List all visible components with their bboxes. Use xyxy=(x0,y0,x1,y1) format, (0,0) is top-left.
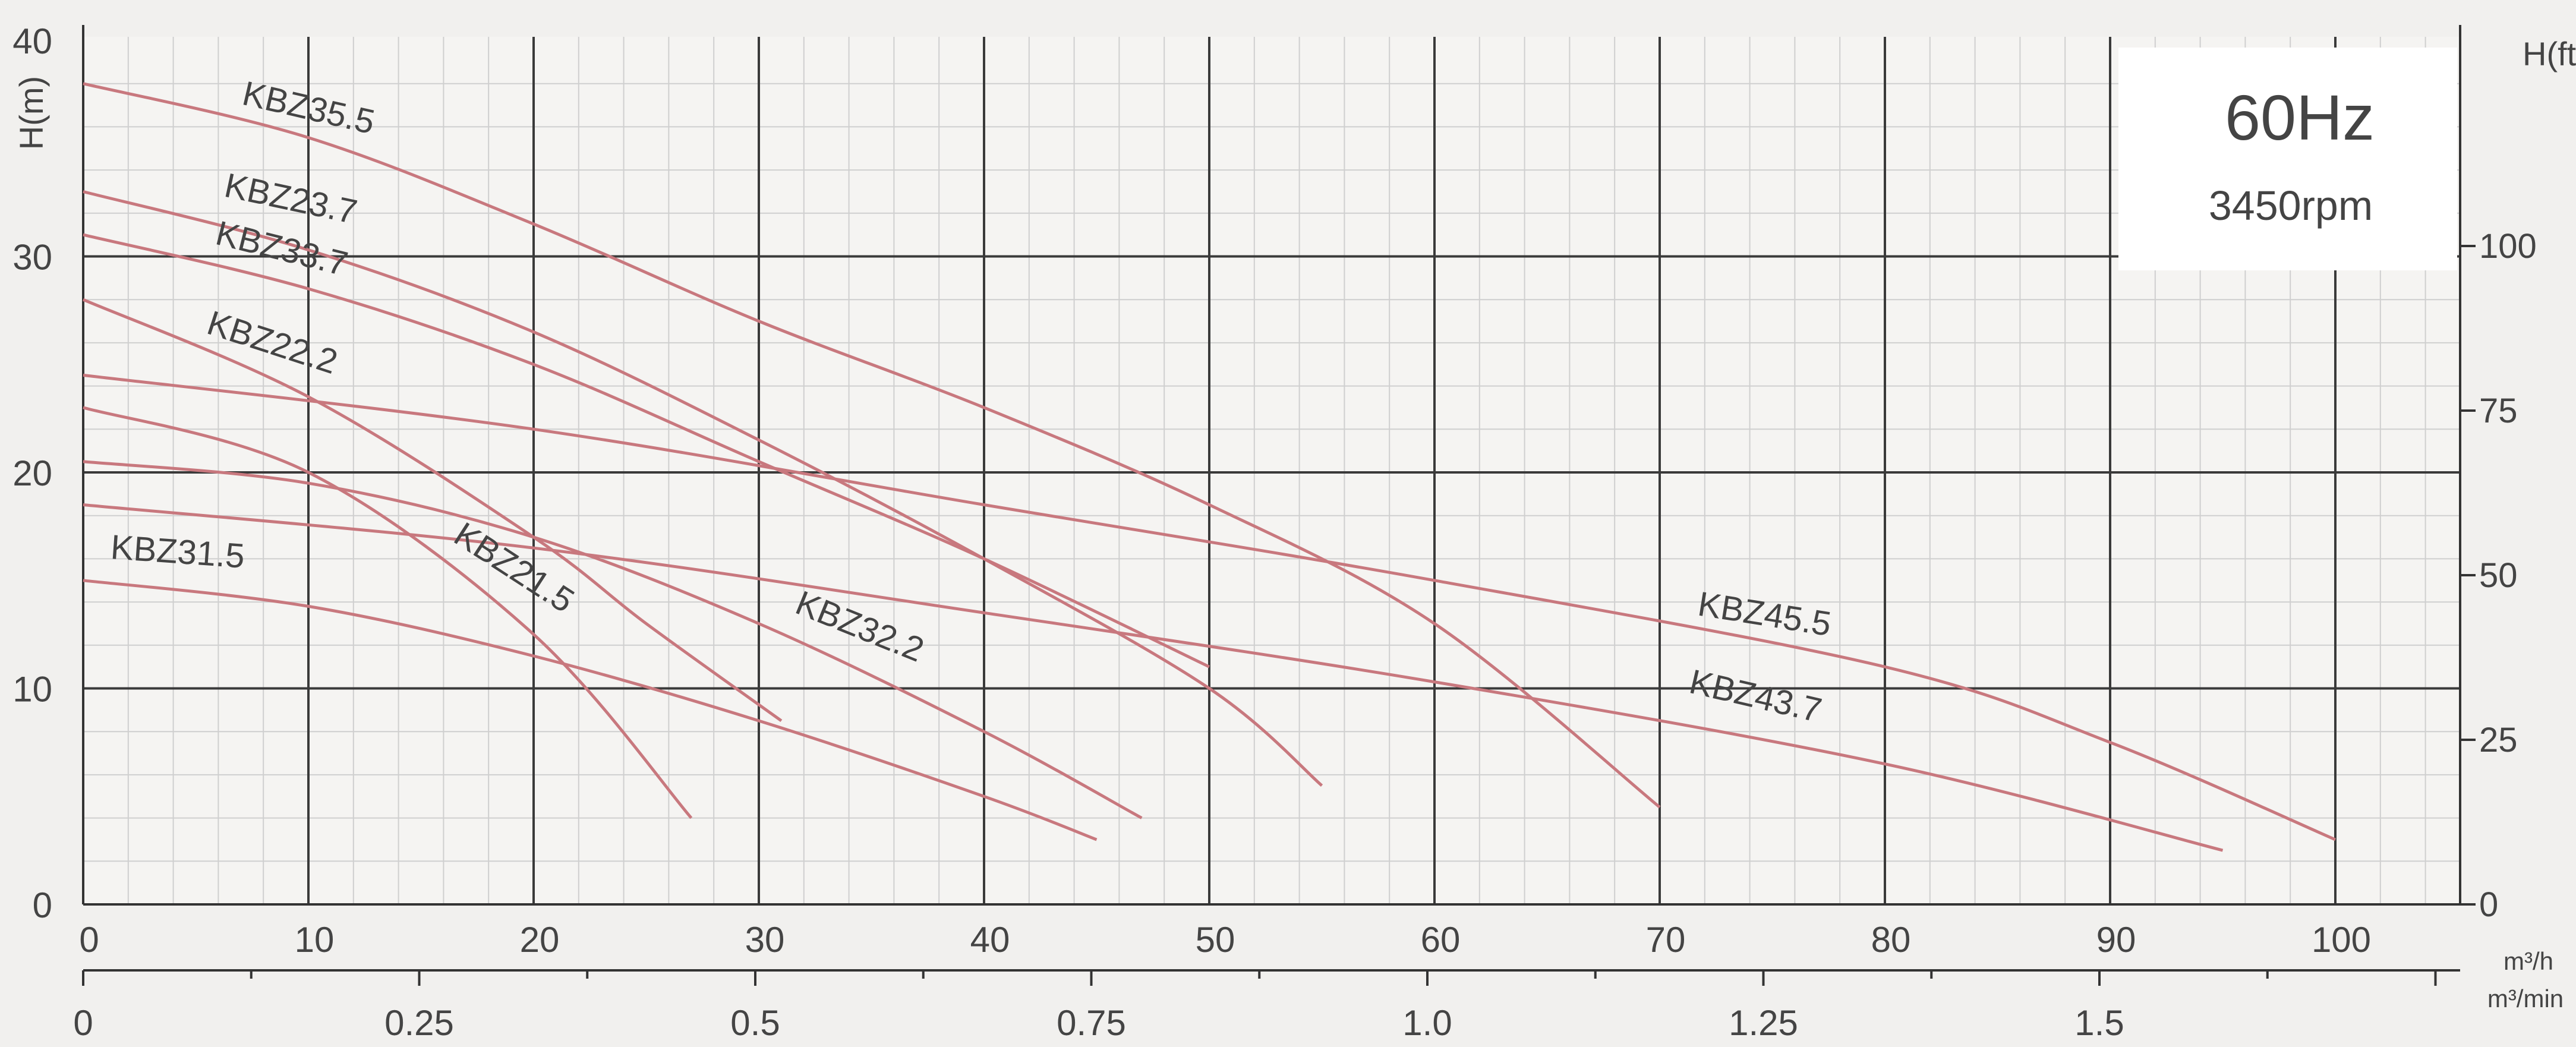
curve-kbz35.5 xyxy=(83,82,1661,809)
x-primary-tick-label: 80 xyxy=(1871,920,1911,960)
x-secondary-tick-label: 0.75 xyxy=(1057,1003,1126,1043)
x-primary-tick-label: 10 xyxy=(295,920,335,960)
curve-kbz22.2 xyxy=(83,298,783,723)
frequency-label: 60Hz xyxy=(2225,81,2375,153)
plot-area xyxy=(83,37,2460,904)
curve-kbz31.5 xyxy=(83,579,1098,841)
curve-kbz33.7 xyxy=(83,233,1210,668)
y-left-tick-label: 20 xyxy=(12,453,52,493)
curve-kbz23.7 xyxy=(83,190,1323,787)
y-right-tick-label: 25 xyxy=(2479,721,2518,759)
x-secondary-tick-label: 0.25 xyxy=(384,1003,454,1043)
y-right-tick-label: 75 xyxy=(2479,392,2518,430)
y-right-tick-label: 0 xyxy=(2479,885,2498,924)
x-secondary-tick-label: 0 xyxy=(73,1003,93,1043)
x-secondary-unit-label: m³/min xyxy=(2487,985,2564,1013)
curve-kbz43.7 xyxy=(83,503,2224,852)
x-primary-tick-label: 50 xyxy=(1196,920,1235,960)
speed-label: 3450rpm xyxy=(2209,182,2373,229)
x-primary-tick-label: 30 xyxy=(745,920,785,960)
curve-kbz32.2 xyxy=(83,460,1143,819)
x-primary-tick-label: 90 xyxy=(2096,920,2136,960)
y-right-tick-label: 100 xyxy=(2479,227,2537,266)
y-left-tick-label: 10 xyxy=(12,670,52,709)
curve-label-kbz31.5: KBZ31.5 xyxy=(109,528,246,576)
x-primary-tick-label: 20 xyxy=(520,920,560,960)
y-left-axis-label: H(m) xyxy=(12,76,50,150)
axes xyxy=(82,25,2476,986)
y-left-tick-label: 30 xyxy=(12,238,52,277)
y-right-axis-label: H(ft) xyxy=(2523,35,2576,72)
info-box-panel xyxy=(2118,48,2457,270)
x-primary-tick-label: 60 xyxy=(1421,920,1461,960)
y-left-tick-label: 0 xyxy=(33,885,52,925)
y-left-tick-label: 40 xyxy=(12,21,52,61)
pump-curves xyxy=(83,82,2336,852)
grid-minor xyxy=(83,37,2460,904)
y-right-tick-label: 50 xyxy=(2479,556,2518,595)
x-secondary-tick-label: 1.0 xyxy=(1402,1003,1452,1043)
tick-labels: 0 10 20 30 40 0 25 50 75 100 0 10 20 30 40 50 60 70 80 90 10… xyxy=(12,21,2537,1043)
x-primary-tick-label: 0 xyxy=(79,920,99,960)
x-primary-tick-label: 70 xyxy=(1646,920,1686,960)
x-primary-tick-label: 40 xyxy=(970,920,1010,960)
info-box: 60Hz 3450rpm xyxy=(2118,48,2457,270)
curve-kbz45.5 xyxy=(83,373,2336,841)
x-secondary-tick-label: 1.25 xyxy=(1729,1003,1798,1043)
x-primary-unit-label: m³/h xyxy=(2504,947,2553,975)
curve-kbz21.5 xyxy=(83,406,693,819)
x-secondary-tick-label: 1.5 xyxy=(2074,1003,2124,1043)
x-primary-tick-label: 100 xyxy=(2312,920,2371,960)
x-secondary-tick-label: 0.5 xyxy=(730,1003,780,1043)
